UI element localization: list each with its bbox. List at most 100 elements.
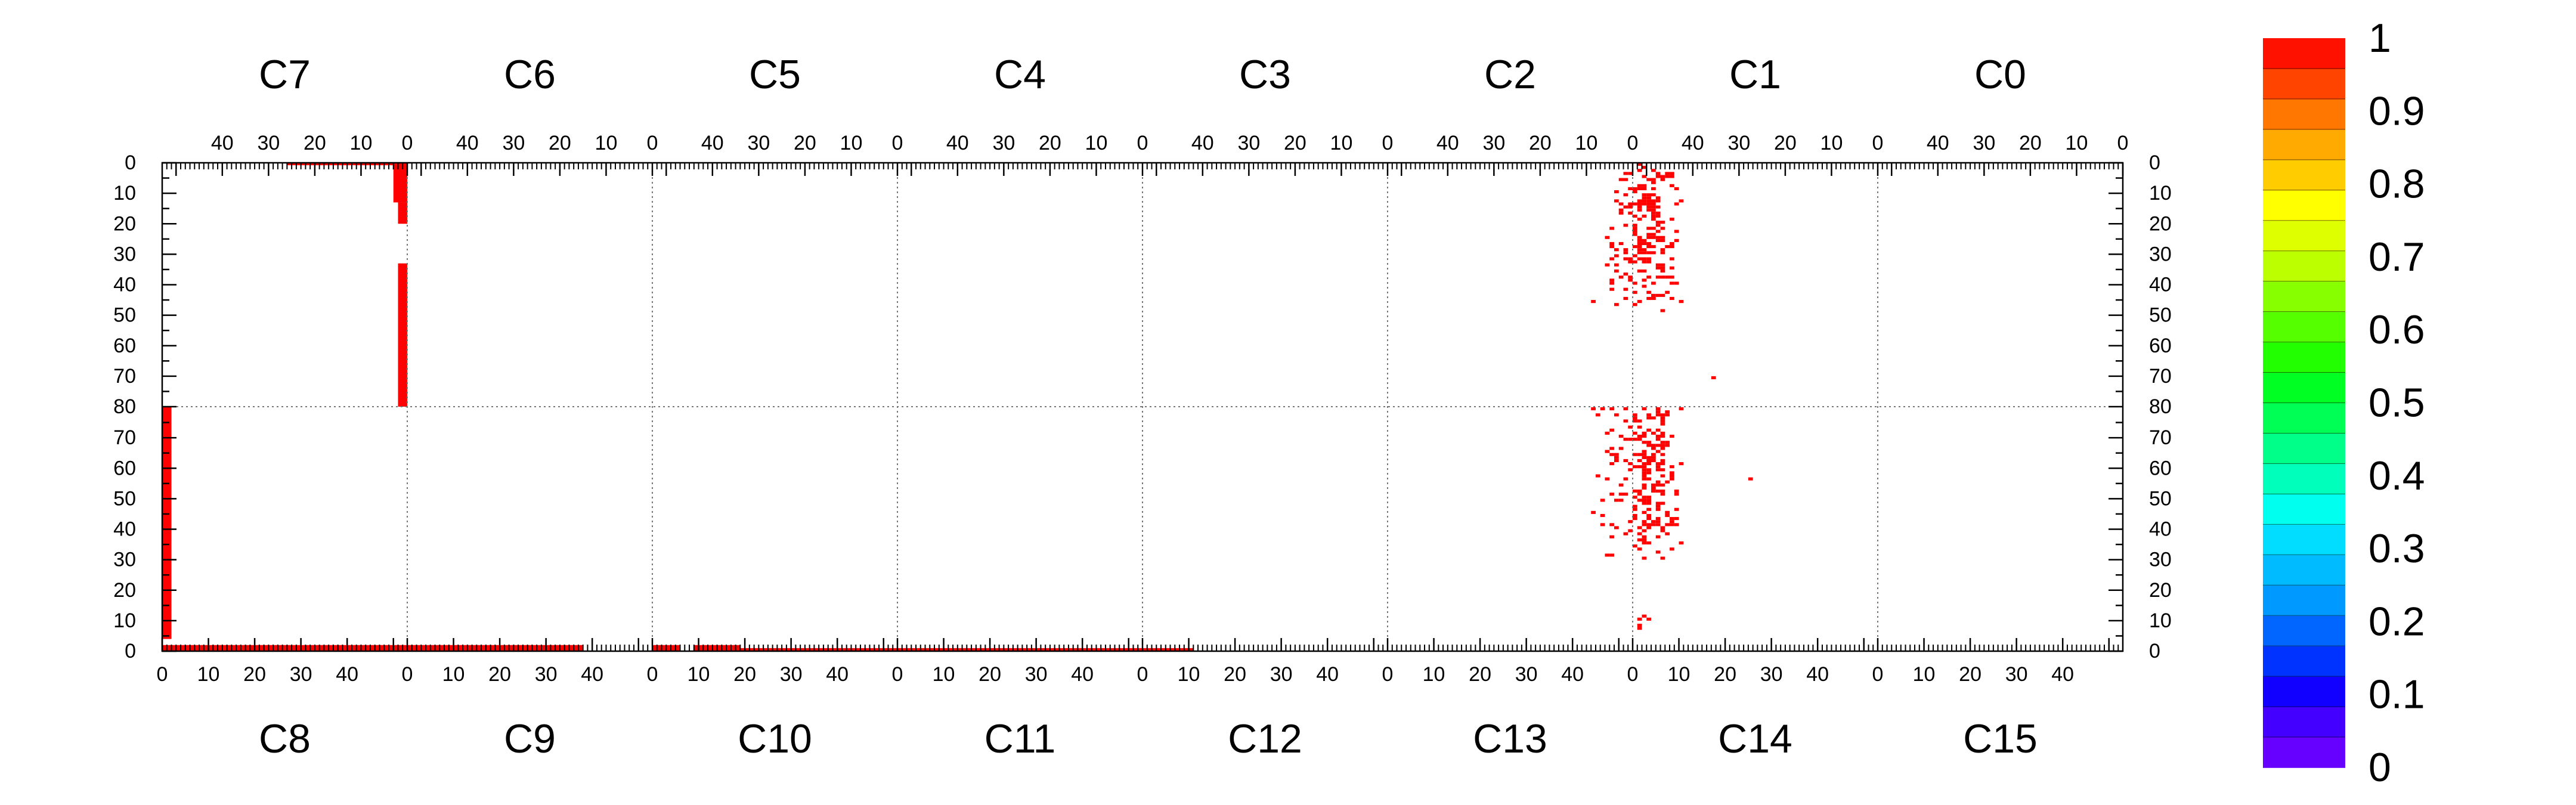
heatmap-cell — [1665, 275, 1670, 279]
panel-label-bottom: C9 — [504, 716, 556, 761]
heatmap-cell — [1655, 462, 1661, 466]
heatmap-cell — [1633, 413, 1637, 417]
heatmap-cell — [1618, 483, 1624, 487]
heatmap-cell — [1646, 499, 1652, 502]
heatmap-cell — [1618, 499, 1624, 502]
heatmap-cell — [1670, 266, 1674, 270]
y-tick-label: 0 — [125, 151, 136, 174]
y-tick-label: 10 — [113, 182, 136, 205]
heatmap-cell — [1642, 468, 1647, 472]
heatmap-cell — [1614, 459, 1619, 463]
heatmap-cell — [1595, 413, 1600, 417]
heatmap-cell — [1637, 184, 1642, 187]
panel-label-bottom: C10 — [738, 716, 812, 761]
heatmap-cell — [1670, 242, 1674, 246]
heatmap-cell — [1655, 550, 1661, 554]
x-tick-label: 40 — [581, 663, 603, 686]
heatmap-cell — [1637, 490, 1642, 493]
x-tick-label: 40 — [1806, 663, 1829, 686]
heatmap-cell — [1651, 218, 1656, 221]
heatmap-cell — [1670, 465, 1674, 469]
x-tick-label: 30 — [1237, 132, 1260, 154]
heatmap-cell — [897, 648, 1143, 651]
heatmap-cell — [1609, 242, 1614, 246]
heatmap-cell — [1674, 490, 1679, 493]
heatmap-cell — [1670, 296, 1674, 301]
heatmap-cell — [1609, 287, 1614, 291]
heatmap-cell — [1646, 441, 1652, 444]
heatmap-cell — [1637, 202, 1642, 206]
heatmap-cell — [1670, 523, 1674, 527]
heatmap-cell — [1633, 224, 1637, 227]
heatmap-cell — [1665, 513, 1670, 518]
heatmap-cell — [1642, 483, 1647, 487]
y-tick-label: 80 — [113, 395, 136, 418]
heatmap-cell — [1646, 471, 1652, 475]
heatmap-cell — [1660, 468, 1665, 472]
x-tick-label: 0 — [647, 663, 658, 686]
heatmap-cell — [1623, 459, 1628, 463]
heatmap-cell — [1655, 407, 1661, 411]
heatmap-cell — [1609, 453, 1614, 456]
heatmap-cell — [1651, 169, 1656, 172]
heatmap-cell — [1660, 419, 1665, 423]
heatmap-cell — [1614, 499, 1619, 502]
heatmap-cell — [1660, 248, 1665, 252]
heatmap-cell — [1637, 257, 1642, 261]
colorbar-swatch — [2263, 159, 2345, 191]
heatmap-cell — [1670, 474, 1674, 478]
heatmap-cell — [1670, 520, 1674, 524]
x-tick-label: 10 — [1575, 132, 1598, 154]
heatmap-cell — [1670, 471, 1674, 475]
heatmap-cell — [1674, 239, 1679, 242]
heatmap-cell — [1651, 236, 1656, 239]
colorbar-tick-label: 0.5 — [2368, 380, 2425, 426]
colorbar-swatch — [2263, 250, 2345, 282]
heatmap-cell — [1651, 296, 1656, 301]
heatmap-cell — [1660, 453, 1665, 456]
panel-label-bottom: C14 — [1718, 716, 1792, 761]
x-tick-label: 20 — [1959, 663, 1981, 686]
colorbar-tick-label: 0.3 — [2368, 526, 2425, 571]
heatmap-cell — [1637, 425, 1642, 429]
heatmap-cell — [1651, 431, 1656, 435]
heatmap-cell — [1665, 172, 1670, 175]
heatmap-cell — [1637, 459, 1642, 463]
y-tick-label: 0 — [2149, 151, 2160, 174]
x-tick-label: 0 — [892, 132, 903, 154]
heatmap-cell — [1655, 266, 1661, 270]
y-tick-label: 20 — [2149, 579, 2172, 602]
y-tick-label: 0 — [2149, 640, 2160, 662]
x-tick-label: 20 — [979, 663, 1001, 686]
colorbar-swatch — [2263, 402, 2345, 434]
heatmap-cell — [1679, 199, 1684, 203]
heatmap-cell — [1651, 193, 1656, 197]
heatmap-cell — [1646, 523, 1652, 527]
heatmap-cell — [1642, 184, 1647, 187]
heatmap-cell — [1665, 480, 1670, 484]
heatmap-cell — [1605, 263, 1610, 267]
panel-label-bottom: C11 — [984, 716, 1056, 761]
heatmap-cell — [1614, 526, 1619, 530]
heatmap-cell — [1665, 245, 1670, 249]
heatmap-cell — [1614, 413, 1619, 417]
heatmap-cell — [1660, 529, 1665, 532]
heatmap-cell — [1655, 523, 1661, 527]
heatmap-cell — [1637, 199, 1642, 203]
heatmap-cell — [1642, 284, 1647, 288]
x-tick-label: 0 — [892, 663, 903, 686]
heatmap-cell — [1646, 477, 1652, 481]
heatmap-cell — [1614, 269, 1619, 273]
x-tick-label: 30 — [1025, 663, 1048, 686]
heatmap-cell — [1628, 278, 1633, 282]
colorbar-swatch — [2263, 615, 2345, 646]
heatmap-cell — [1660, 293, 1665, 297]
heatmap-cell — [1637, 453, 1642, 456]
heatmap-cell — [1674, 230, 1679, 233]
heatmap-cell — [1633, 504, 1637, 508]
heatmap-cell — [1660, 462, 1665, 466]
colorbar-swatch — [2263, 707, 2345, 738]
heatmap-cell — [1618, 275, 1624, 279]
